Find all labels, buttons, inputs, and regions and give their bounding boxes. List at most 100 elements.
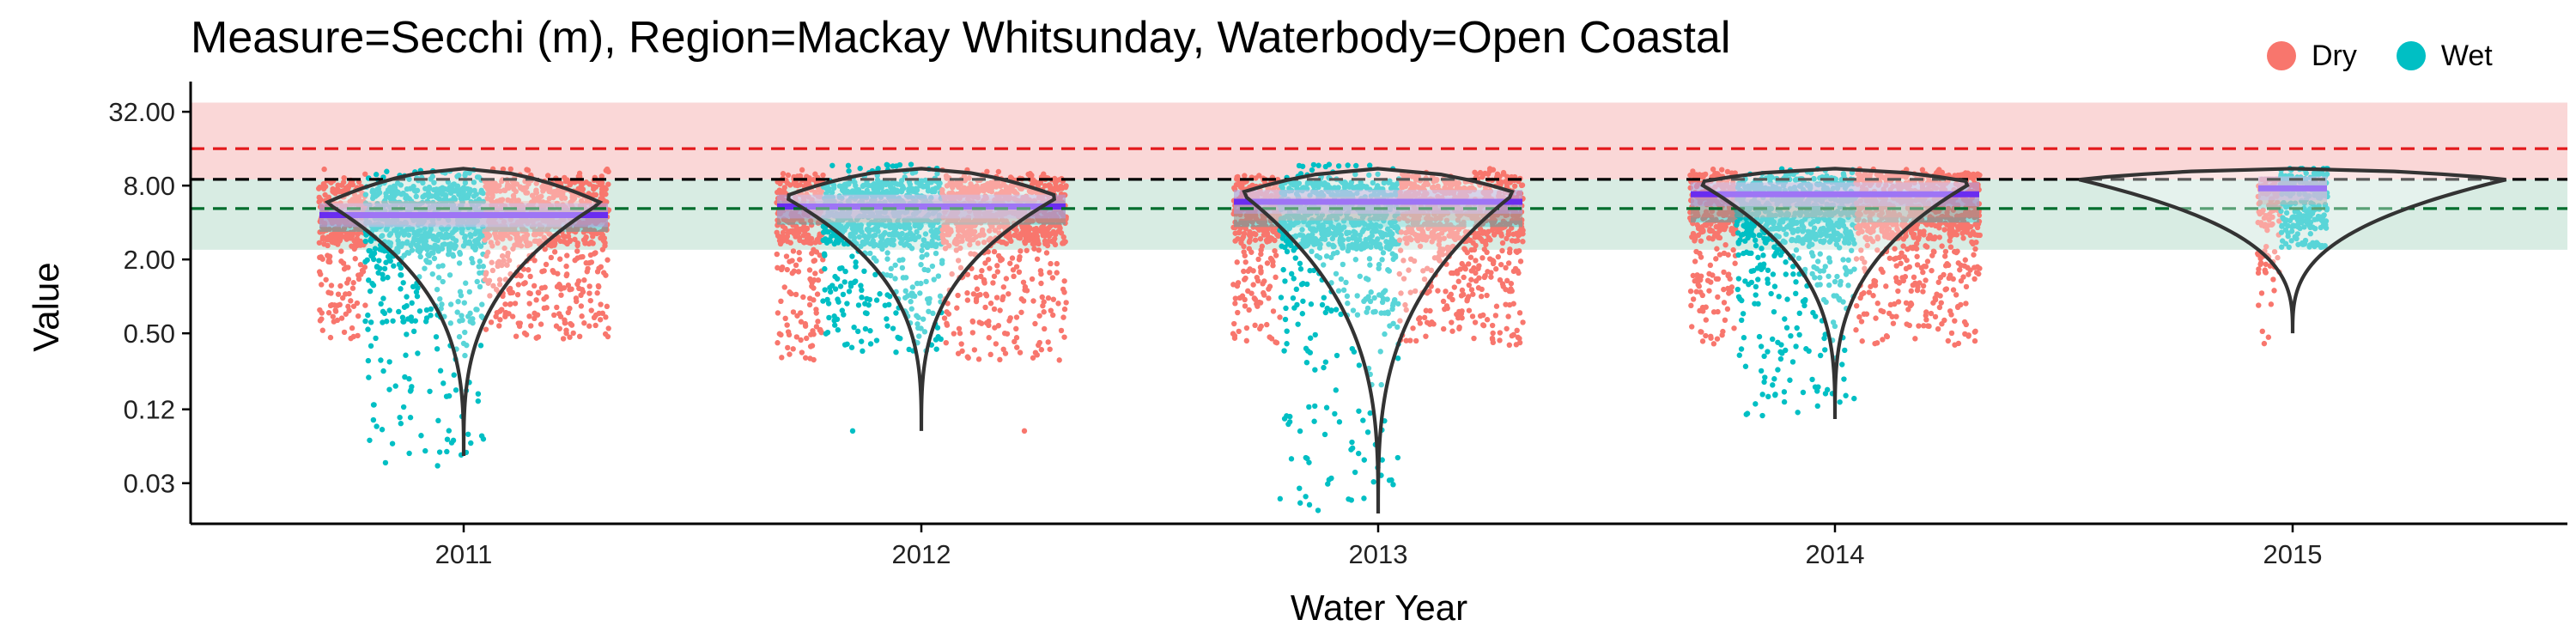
wet-point [386, 307, 392, 313]
dry-point [1243, 337, 1250, 344]
dry-point [581, 320, 587, 326]
dry-point [804, 225, 811, 232]
wet-point [422, 225, 428, 232]
dry-point [538, 321, 544, 327]
dry-point [785, 344, 791, 351]
wet-point [417, 253, 423, 260]
dry-point [512, 301, 519, 307]
dry-point [556, 325, 562, 331]
wet-point [409, 300, 415, 307]
dry-point [1036, 339, 1042, 346]
dry-point [332, 308, 339, 314]
wet-point [1303, 359, 1310, 366]
wet-point [451, 372, 457, 378]
wet-point [1307, 335, 1314, 341]
wet-point [434, 191, 441, 197]
dry-point [334, 317, 341, 324]
wet-point [835, 296, 841, 302]
wet-point [397, 414, 403, 421]
dry-point [787, 240, 793, 246]
dry-point [1017, 349, 1024, 355]
dry-point [978, 320, 985, 326]
dry-point [594, 290, 600, 296]
dry-point [991, 248, 998, 255]
wet-point [826, 314, 832, 321]
dry-point [526, 301, 532, 307]
wet-point [378, 357, 384, 363]
wet-point [433, 334, 440, 340]
dry-point [981, 280, 987, 286]
dry-point [1243, 325, 1250, 331]
dry-point [965, 355, 971, 361]
dry-point [581, 277, 587, 283]
wet-point [392, 185, 398, 191]
wet-point [403, 352, 409, 358]
dry-point [588, 307, 594, 313]
wet-point [422, 447, 428, 454]
dry-point [1426, 289, 1432, 295]
dry-point [544, 173, 551, 179]
wet-point [873, 337, 880, 343]
dry-point [1020, 298, 1027, 304]
dry-point [1273, 252, 1279, 258]
wet-point [435, 264, 441, 270]
dry-point [991, 306, 998, 313]
dry-point [507, 301, 513, 307]
dry-point [790, 346, 796, 352]
dry-point [812, 270, 818, 276]
wet-point [1356, 408, 1362, 414]
wet-point [426, 184, 433, 191]
wet-point [387, 231, 394, 237]
dry-point [1444, 305, 1450, 312]
dry-point [1423, 333, 1429, 339]
wet-point [383, 319, 390, 325]
wet-point [376, 258, 382, 264]
dry-point [563, 263, 569, 270]
dry-point [1234, 259, 1240, 265]
wet-point [1312, 367, 1318, 373]
wet-point [434, 244, 440, 250]
dry-point [523, 331, 530, 337]
dry-point [328, 283, 335, 289]
dry-point [597, 317, 604, 323]
dry-point [789, 258, 795, 264]
wet-point [427, 259, 433, 265]
dry-point [517, 320, 523, 326]
wet-point [1290, 295, 1297, 301]
dry-point [793, 262, 799, 268]
dry-point [532, 258, 538, 264]
wet-point [877, 291, 883, 297]
wet-point [1336, 419, 1343, 425]
dry-point [1056, 357, 1062, 363]
dry-point [1259, 243, 1266, 250]
dry-point [790, 248, 797, 254]
dry-point [973, 274, 979, 281]
wet-point [855, 302, 862, 308]
dry-point [524, 167, 530, 173]
wet-point [858, 338, 865, 344]
wet-point [444, 436, 451, 442]
dry-point [785, 172, 792, 179]
wet-point [413, 193, 419, 200]
wet-point [848, 344, 855, 350]
dry-point [1050, 296, 1057, 302]
dry-point [551, 242, 557, 248]
dry-point [330, 313, 336, 319]
dry-point [1016, 269, 1023, 276]
dry-point [993, 341, 999, 347]
dry-point [527, 290, 533, 297]
dry-point [1013, 264, 1020, 270]
wet-point [1326, 161, 1333, 167]
dry-point [319, 282, 325, 288]
dry-point [1241, 230, 1248, 237]
wet-point [367, 288, 374, 295]
dry-point [338, 315, 345, 321]
wet-point [387, 240, 394, 246]
wet-point [1303, 494, 1309, 500]
dry-point [1050, 312, 1056, 319]
dry-point [1061, 289, 1067, 295]
dry-point [1002, 350, 1009, 356]
dry-point [575, 278, 582, 284]
dry-point [544, 294, 550, 301]
dry-point [586, 323, 592, 329]
